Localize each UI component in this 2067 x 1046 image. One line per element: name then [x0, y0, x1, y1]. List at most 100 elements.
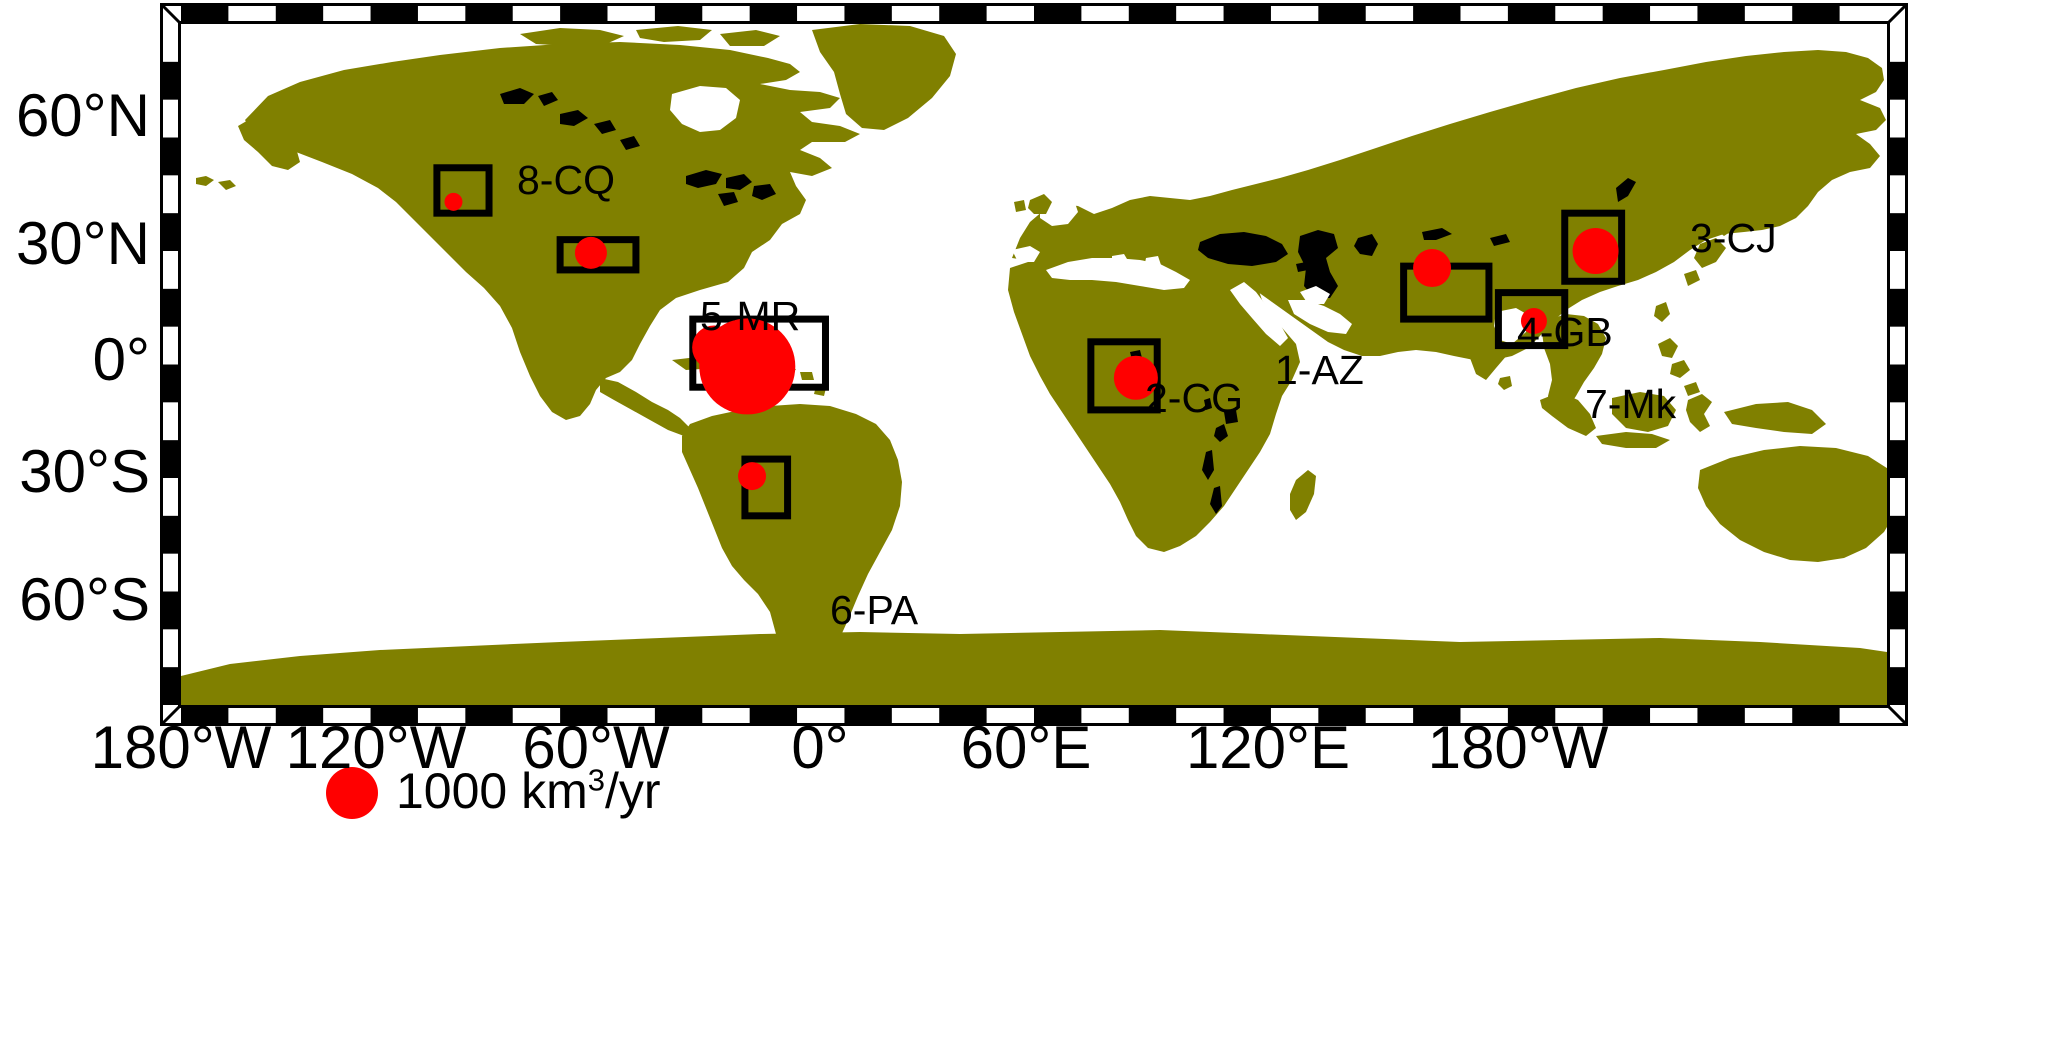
- region-box-3-cj: [1561, 209, 1626, 285]
- legend-label: 1000 km3/yr: [396, 763, 661, 819]
- frame-segment: [1034, 705, 1082, 723]
- frame-segment: [1602, 705, 1651, 723]
- frame-segment: [1887, 61, 1905, 100]
- region-label-6-pa: 6-PA: [830, 587, 919, 633]
- land-sumatra: [1540, 392, 1596, 436]
- lake-victoria: [1224, 410, 1238, 424]
- frame-corner-miter: [1885, 703, 1907, 725]
- caspian-sea: [1298, 230, 1338, 298]
- sri-lanka: [1498, 376, 1512, 390]
- land-alaska: [238, 104, 322, 170]
- frame-segment: [1697, 6, 1745, 24]
- frame-segment: [178, 21, 181, 708]
- frame-segment: [1413, 705, 1461, 723]
- x-tick-label-180w-right: 180°W: [1427, 714, 1609, 781]
- frame-segment: [560, 6, 608, 24]
- frame-segment: [654, 6, 703, 24]
- land-kamchatka: [1796, 120, 1822, 162]
- x-tick-label-60w: 60°W: [522, 714, 670, 781]
- y-tick-label-30n: 30°N: [15, 210, 150, 277]
- land-philippines: [1658, 338, 1700, 396]
- y-tick-label-60n: 60°N: [15, 82, 150, 149]
- discharge-marker-2-cg-0: [1113, 355, 1158, 400]
- frame-segment: [560, 705, 608, 723]
- region-box-8-cq: [433, 164, 493, 217]
- land-arctic-islands: [520, 26, 780, 46]
- y-tick-label-0: 0°: [92, 326, 150, 393]
- frame-segment: [749, 705, 798, 723]
- x-tick-label-60e: 60°E: [960, 714, 1092, 781]
- frame-segment: [160, 3, 163, 726]
- frame-segment: [178, 21, 1890, 24]
- region-label-7-mk: 7-Mk: [1585, 381, 1677, 427]
- frame-corner-miter: [161, 703, 183, 725]
- frame-segment: [1887, 667, 1905, 705]
- frame-segment: [1887, 515, 1905, 554]
- black-sea: [1198, 232, 1288, 266]
- persian-gulf: [1300, 286, 1330, 304]
- region-label-5-mr: 5-MR: [700, 293, 801, 339]
- frame-segment: [163, 440, 181, 478]
- x-tick-label-120w: 120°W: [285, 714, 467, 781]
- frame-segment: [1887, 440, 1905, 478]
- african-great-lakes: [1202, 398, 1228, 514]
- legend-unit-suffix: /yr: [605, 763, 661, 819]
- frame-segment: [163, 61, 181, 100]
- red-sea: [1230, 282, 1288, 346]
- frame-segment: [1128, 6, 1177, 24]
- discharge-marker-8-cq-0: [444, 192, 463, 211]
- frame-segment: [1413, 6, 1461, 24]
- land-taiwan: [1654, 302, 1670, 322]
- frame-segment: [181, 705, 229, 723]
- land-korea: [1670, 228, 1690, 254]
- british-isles: [1014, 194, 1052, 214]
- discharge-marker-1-az-1: [699, 318, 796, 415]
- discharge-marker-3-cj-0: [1572, 228, 1619, 274]
- great-lakes: [686, 170, 776, 206]
- y-tick-label-60s: 60°S: [19, 566, 150, 633]
- x-tick-label-0: 0°: [791, 714, 849, 781]
- frame-segment: [163, 591, 181, 630]
- frame-segment: [160, 723, 1908, 726]
- frame-segment: [844, 6, 892, 24]
- canadian-lakes: [500, 88, 640, 150]
- frame-segment: [1887, 137, 1905, 176]
- frame-segment: [181, 6, 229, 24]
- region-label-2-cg: 2-CG: [1145, 375, 1243, 421]
- frame-segment: [160, 3, 1908, 6]
- frame-segment: [1887, 21, 1890, 708]
- land-java: [1596, 432, 1670, 448]
- discharge-marker-6-pa-0: [738, 462, 767, 491]
- x-tick-label-120e: 120°E: [1185, 714, 1351, 781]
- frame-segment: [275, 705, 324, 723]
- land-north-america: [245, 42, 860, 420]
- frame-corner-miter: [161, 4, 183, 26]
- iberia-coast: [1012, 246, 1040, 262]
- frame-segment: [844, 705, 892, 723]
- scandinavia-fjords: [1122, 156, 1152, 174]
- frame-segment: [1792, 6, 1840, 24]
- frame-segment: [939, 705, 987, 723]
- antarctic-peninsula: [790, 666, 842, 694]
- land-greenland: [812, 24, 956, 130]
- hudson-bay: [670, 86, 740, 132]
- legend-unit-exponent: 3: [587, 762, 606, 798]
- frame-segment: [370, 705, 418, 723]
- frame-segment: [1318, 705, 1366, 723]
- lake-balkhash: [1422, 228, 1452, 240]
- land-antarctica: [181, 630, 1887, 705]
- x-tick-label-180w-left: 180°W: [90, 714, 272, 781]
- frame-segment: [654, 705, 703, 723]
- scandinavia-baltic: [1092, 176, 1118, 204]
- land-new-guinea: [1724, 402, 1826, 434]
- legend-value: 1000: [396, 763, 508, 819]
- frame-segment: [1887, 364, 1905, 403]
- frame-segment: [1223, 6, 1271, 24]
- frame-segment: [1128, 705, 1177, 723]
- land-aleutian-islands: [196, 176, 236, 190]
- aral-sea: [1354, 234, 1378, 256]
- discharge-marker-7-mk-0: [1520, 307, 1547, 334]
- frame-segment: [163, 213, 181, 251]
